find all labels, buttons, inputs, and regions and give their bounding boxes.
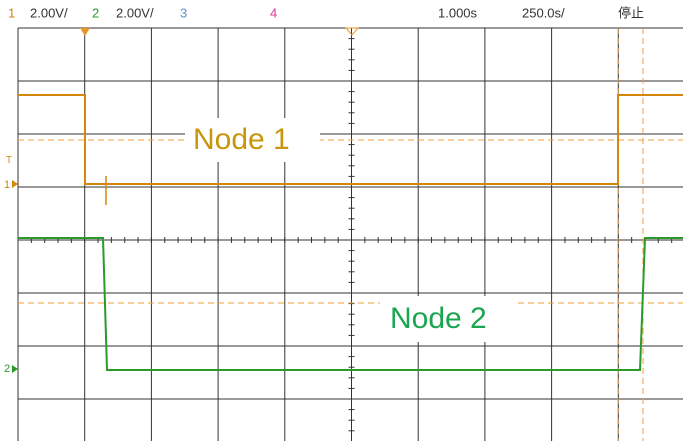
header: 1 2.00V/ 2 2.00V/ 3 4 1.000s 250.0s/ 停止 bbox=[8, 5, 644, 20]
ch2-arrow bbox=[12, 365, 18, 373]
time-position: 1.000s bbox=[438, 5, 478, 20]
node1-label: Node 1 bbox=[193, 123, 290, 156]
node2-label: Node 2 bbox=[390, 302, 487, 335]
ch1-trace bbox=[18, 94, 683, 185]
ch1-label: 1 bbox=[8, 5, 15, 20]
ch3-label: 3 bbox=[180, 5, 187, 20]
ch1-scale: 2.00V/ bbox=[30, 5, 68, 20]
time-scale: 250.0s/ bbox=[522, 5, 565, 20]
ch2-scale: 2.00V/ bbox=[116, 5, 154, 20]
ch2-ground-marker: 2 bbox=[4, 363, 10, 375]
ch1-ground-marker: 1 bbox=[4, 179, 10, 191]
ch2-label: 2 bbox=[92, 5, 99, 20]
graticule bbox=[17, 27, 683, 441]
label-box bbox=[380, 296, 515, 342]
ch2-trace bbox=[18, 237, 683, 371]
trigger-position-marker bbox=[80, 28, 90, 36]
center-marker bbox=[344, 27, 360, 36]
ch1-arrow bbox=[12, 180, 18, 188]
ch4-label: 4 bbox=[270, 5, 277, 20]
trigger-level-marker: T bbox=[6, 155, 12, 166]
run-status: 停止 bbox=[618, 5, 644, 20]
cursors bbox=[18, 28, 683, 441]
label-box bbox=[185, 118, 320, 162]
